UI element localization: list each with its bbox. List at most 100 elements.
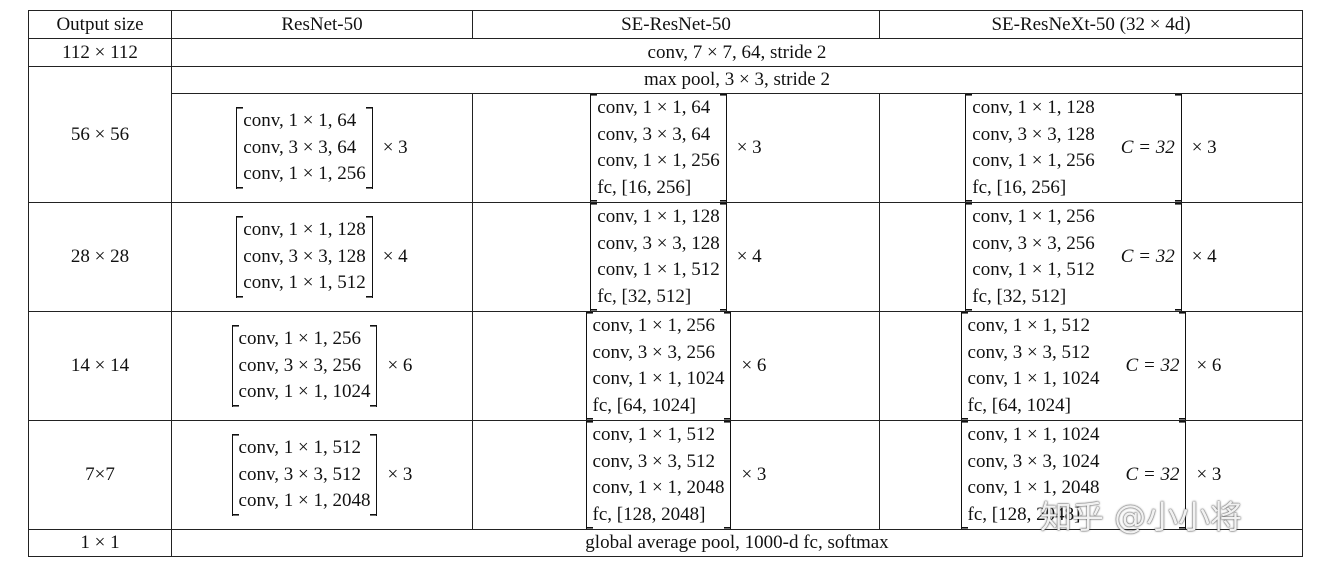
cardinality: C = 32 — [1120, 136, 1175, 158]
layer-line: conv, 3 × 3, 256 — [238, 354, 361, 376]
output-size: 56 × 56 — [28, 66, 172, 203]
block-cell: conv, 1 × 1, 64 conv, 3 × 3, 64 conv, 1 × … — [171, 93, 473, 203]
block-lines: conv, 1 × 1, 256 conv, 3 × 3, 256 conv, 1 … — [593, 313, 725, 419]
layer-line: fc, [16, 256] — [597, 176, 692, 198]
stage-row: 14 × 14 conv, 1 × 1, 256 conv, 3 × 3, 256 c… — [28, 311, 1303, 421]
shared-cell: max pool, 3 × 3, stride 2 — [171, 66, 1303, 94]
block: conv, 1 × 1, 128 conv, 3 × 3, 128 conv, 1 … — [236, 216, 408, 298]
stage-row: 1 × 1 global average pool, 1000-d fc, sof… — [28, 529, 1303, 557]
block-lines: conv, 1 × 1, 64 conv, 3 × 3, 64 conv, 1 × … — [597, 95, 719, 201]
block-cell: conv, 1 × 1, 128 conv, 3 × 3, 128 conv, 1 … — [472, 202, 880, 312]
repeat: × 4 — [736, 246, 762, 267]
repeat: × 6 — [387, 355, 413, 376]
layer-line: fc, [16, 256] — [972, 176, 1067, 198]
block-lines: conv, 1 × 1, 128 conv, 3 × 3, 128 conv, 1 … — [243, 217, 365, 297]
output-size: 7×7 — [28, 420, 172, 530]
block-cell: conv, 1 × 1, 256 conv, 3 × 3, 256 conv, 1 … — [879, 202, 1303, 312]
layer-line: fc, [32, 512] — [597, 285, 692, 307]
layer-line: conv, 3 × 3, 256 — [972, 232, 1095, 254]
stage-row: conv, 1 × 1, 64 conv, 3 × 3, 64 conv, 1 × … — [29, 93, 1303, 203]
layer-line: conv, 1 × 1, 256 — [597, 150, 720, 171]
block-lines: conv, 1 × 1, 256 conv, 3 × 3, 256 conv, 1 … — [972, 204, 1094, 310]
bracket: conv, 1 × 1, 1024 conv, 3 × 3, 1024 conv, … — [960, 421, 1187, 529]
layer-line: fc, [64, 1024] — [967, 394, 1071, 416]
layer-line: conv, 1 × 1, 64 — [597, 97, 711, 118]
header-cell: ResNet-50 — [171, 10, 473, 39]
layer-line: conv, 1 × 1, 1024 — [967, 424, 1100, 445]
header-cell: Output size — [28, 10, 172, 39]
bracket: conv, 1 × 1, 512 conv, 3 × 3, 512 conv, 1 … — [231, 434, 378, 516]
block-cell: conv, 1 × 1, 128 conv, 3 × 3, 128 conv, 1 … — [879, 93, 1303, 203]
block-cell: conv, 1 × 1, 256 conv, 3 × 3, 256 conv, 1 … — [171, 311, 473, 421]
layer-line: conv, 1 × 1, 128 — [597, 206, 720, 227]
bracket: conv, 1 × 1, 512 conv, 3 × 3, 512 conv, 1 … — [960, 312, 1187, 420]
header-cell: SE-ResNet-50 — [472, 10, 880, 39]
layer-line: conv, 1 × 1, 2048 — [592, 477, 725, 498]
layer-line: conv, 1 × 1, 512 — [972, 259, 1095, 280]
repeat: × 6 — [741, 355, 767, 376]
layer-line: conv, 1 × 1, 512 — [238, 437, 361, 459]
layer-line: conv, 1 × 1, 64 — [243, 110, 357, 132]
bracket: conv, 1 × 1, 256 conv, 3 × 3, 256 conv, 1 … — [231, 325, 378, 407]
block-cell: conv, 1 × 1, 256 conv, 3 × 3, 256 conv, 1 … — [472, 311, 880, 421]
layer-line: conv, 1 × 1, 128 — [243, 219, 366, 241]
output-size: 28 × 28 — [28, 202, 172, 312]
layer-line: fc, [128, 2048] — [967, 503, 1081, 525]
block-cell: conv, 1 × 1, 512 conv, 3 × 3, 512 conv, 1 … — [171, 420, 473, 530]
layer-line: conv, 3 × 3, 128 — [597, 232, 720, 254]
layer-line: conv, 3 × 3, 256 — [592, 341, 715, 363]
block-lines: conv, 1 × 1, 128 conv, 3 × 3, 128 conv, 1 … — [972, 95, 1094, 201]
layer-line: conv, 1 × 1, 1024 — [592, 368, 725, 389]
bracket: conv, 1 × 1, 256 conv, 3 × 3, 256 conv, 1 … — [585, 312, 732, 420]
layer-line: conv, 1 × 1, 256 — [243, 163, 366, 185]
shared-cell: global average pool, 1000-d fc, softmax — [171, 529, 1303, 557]
block-lines: conv, 1 × 1, 512 conv, 3 × 3, 512 conv, 1 … — [239, 435, 371, 515]
block: conv, 1 × 1, 128 conv, 3 × 3, 128 conv, 1 … — [965, 94, 1217, 202]
layer-line: conv, 1 × 1, 256 — [972, 206, 1095, 227]
repeat: × 4 — [1191, 246, 1217, 267]
layer-line: conv, 3 × 3, 512 — [238, 463, 361, 485]
layer-line: conv, 1 × 1, 512 — [592, 424, 715, 445]
bracket: conv, 1 × 1, 512 conv, 3 × 3, 512 conv, 1 … — [585, 421, 732, 529]
block: conv, 1 × 1, 256 conv, 3 × 3, 256 conv, 1 … — [231, 325, 413, 407]
bracket: conv, 1 × 1, 256 conv, 3 × 3, 256 conv, 1 … — [965, 203, 1182, 311]
repeat: × 3 — [741, 464, 767, 485]
block-lines: conv, 1 × 1, 128 conv, 3 × 3, 128 conv, 1 … — [597, 204, 719, 310]
block-cell: conv, 1 × 1, 64 conv, 3 × 3, 64 conv, 1 × … — [472, 93, 880, 203]
block: conv, 1 × 1, 64 conv, 3 × 3, 64 conv, 1 × … — [590, 94, 762, 202]
block: conv, 1 × 1, 64 conv, 3 × 3, 64 conv, 1 × … — [236, 107, 408, 189]
layer-line: conv, 3 × 3, 512 — [967, 341, 1090, 363]
block: conv, 1 × 1, 512 conv, 3 × 3, 512 conv, 1 … — [585, 421, 767, 529]
layer-line: conv, 3 × 3, 128 — [972, 123, 1095, 145]
layer-line: conv, 3 × 3, 64 — [243, 136, 357, 158]
layer-line: conv, 3 × 3, 64 — [597, 123, 711, 145]
bracket: conv, 1 × 1, 64 conv, 3 × 3, 64 conv, 1 × … — [236, 107, 373, 189]
repeat: × 6 — [1196, 355, 1222, 376]
layer-line: fc, [64, 1024] — [592, 394, 696, 416]
block-cell: conv, 1 × 1, 512 conv, 3 × 3, 512 conv, 1 … — [879, 311, 1303, 421]
layer-line: fc, [128, 2048] — [592, 503, 706, 525]
layer-line: conv, 1 × 1, 256 — [972, 150, 1095, 171]
repeat: × 4 — [382, 246, 408, 267]
layer-line: conv, 1 × 1, 512 — [597, 259, 720, 280]
cardinality: C = 32 — [1125, 354, 1180, 376]
bracket: conv, 1 × 1, 128 conv, 3 × 3, 128 conv, 1 … — [590, 203, 727, 311]
layer-line: conv, 1 × 1, 1024 — [967, 368, 1100, 389]
output-size: 112 × 112 — [28, 38, 172, 67]
output-size: 1 × 1 — [28, 529, 172, 557]
layer-line: conv, 1 × 1, 256 — [592, 315, 715, 336]
layer-line: conv, 1 × 1, 2048 — [238, 490, 371, 512]
stage-row: 112 × 112 conv, 7 × 7, 64, stride 2 — [28, 38, 1303, 67]
cardinality: C = 32 — [1120, 245, 1175, 267]
layer-line: conv, 1 × 1, 1024 — [238, 381, 371, 403]
block: conv, 1 × 1, 512 conv, 3 × 3, 512 conv, 1 … — [231, 434, 413, 516]
block-lines: conv, 1 × 1, 512 conv, 3 × 3, 512 conv, 1 … — [593, 422, 725, 528]
bracket: conv, 1 × 1, 64 conv, 3 × 3, 64 conv, 1 × … — [590, 94, 727, 202]
block: conv, 1 × 1, 1024 conv, 3 × 3, 1024 conv, … — [960, 421, 1221, 529]
block-cell: conv, 1 × 1, 128 conv, 3 × 3, 128 conv, 1 … — [171, 202, 473, 312]
layer-line: conv, 1 × 1, 128 — [972, 97, 1095, 118]
bracket: conv, 1 × 1, 128 conv, 3 × 3, 128 conv, 1 … — [236, 216, 373, 298]
block-lines: conv, 1 × 1, 256 conv, 3 × 3, 256 conv, 1 … — [239, 326, 371, 406]
repeat: × 3 — [387, 464, 413, 485]
stage-row: 56 × 56 max pool, 3 × 3, stride 2 — [28, 66, 1303, 203]
